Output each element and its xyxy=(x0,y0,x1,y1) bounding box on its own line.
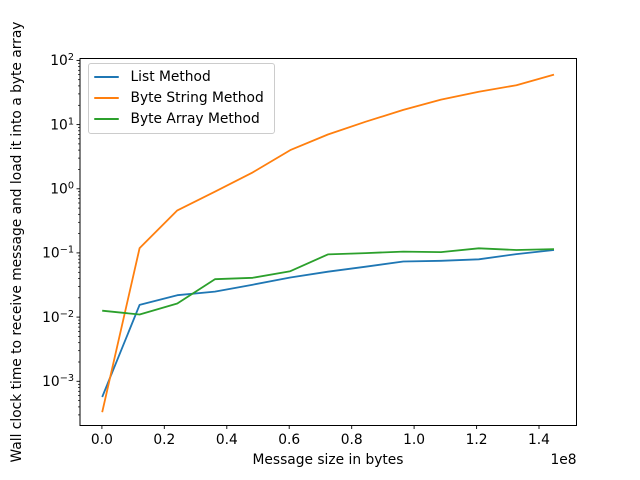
y-tick-label: 100 xyxy=(50,181,74,198)
y-tick-label: 102 xyxy=(50,52,74,69)
legend-line-swatch xyxy=(93,97,119,100)
x-tick-label: 1.4 xyxy=(528,432,550,448)
legend: List Method Byte String Method Byte Array … xyxy=(87,63,275,135)
y-tick-label: 10−3 xyxy=(42,373,74,390)
x-tick-label: 0.2 xyxy=(153,432,175,448)
line-list-method xyxy=(101,249,555,398)
legend-item: List Method xyxy=(93,66,264,87)
x-tick-label: 0.6 xyxy=(278,432,300,448)
legend-item: Byte String Method xyxy=(93,87,264,108)
legend-line-swatch xyxy=(93,75,119,78)
x-axis-label: Message size in bytes xyxy=(252,452,404,468)
x-tick-label: 0.8 xyxy=(341,432,363,448)
line-byte-string-method xyxy=(101,73,555,413)
y-axis-label: Wall clock time to receive message and l… xyxy=(9,21,25,463)
y-tick-label: 10−1 xyxy=(42,245,74,262)
legend-label: Byte String Method xyxy=(130,90,264,107)
legend-label: List Method xyxy=(130,68,211,85)
line-byte-array-method xyxy=(102,247,555,316)
x-tick-label: 0.0 xyxy=(91,432,113,448)
axes-spines xyxy=(79,58,577,426)
y-tick-label: 101 xyxy=(50,116,74,133)
legend-line-swatch xyxy=(93,118,119,121)
x-tick-label: 1.0 xyxy=(403,432,425,448)
legend-item: Byte Array Method xyxy=(93,109,264,130)
x-axis-offset-text: 1e8 xyxy=(550,452,577,468)
x-tick-label: 1.2 xyxy=(466,432,488,448)
legend-label: Byte Array Method xyxy=(130,111,260,128)
y-tick-label: 10−2 xyxy=(42,309,74,326)
x-tick-label: 0.4 xyxy=(216,432,238,448)
